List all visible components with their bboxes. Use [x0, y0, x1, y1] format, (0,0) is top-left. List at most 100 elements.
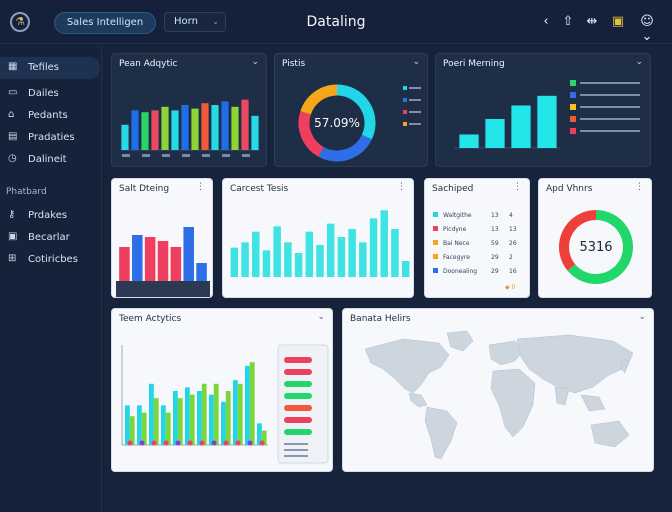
chart-1-bar-0[interactable] — [121, 124, 129, 150]
chart-8-bar-7-s0[interactable] — [209, 394, 214, 445]
more-icon[interactable]: ⋮ — [635, 182, 644, 192]
chart-7-slice-1[interactable] — [559, 210, 597, 271]
chart-4-bar-1[interactable] — [132, 235, 143, 281]
chart-1-bar-10[interactable] — [221, 101, 229, 150]
chart-2-slice-1[interactable] — [318, 134, 372, 162]
chart-1-bar-11[interactable] — [231, 106, 239, 150]
chart-1-bar-12[interactable] — [241, 99, 249, 150]
chart-4-bar-2[interactable] — [144, 237, 156, 281]
chart-3-bar-3[interactable] — [537, 95, 557, 148]
chart-8-bar-10-s1[interactable] — [249, 362, 255, 445]
chart-8-bar-2-s0[interactable] — [149, 383, 154, 445]
chevron-down-icon[interactable]: ⌄ — [638, 312, 646, 322]
sidebar-item-dailes[interactable]: ▭ Dailes — [0, 83, 100, 105]
chart-4-bar-6[interactable] — [196, 263, 207, 281]
chart-1-bar-6[interactable] — [181, 105, 189, 150]
split-icon[interactable]: ⇹ — [586, 14, 598, 29]
chart-1-bar-5[interactable] — [171, 110, 179, 150]
chart-8-bar-10-s0[interactable] — [245, 365, 250, 445]
sidebar-item-pedants[interactable]: ⌂ Pedants — [0, 105, 100, 127]
chart-7-slice-0[interactable] — [567, 210, 633, 284]
chart-1-bar-8[interactable] — [201, 103, 209, 150]
more-icon[interactable]: ⋮ — [513, 182, 522, 192]
chart-4-bar-5[interactable] — [183, 227, 194, 281]
chart-8-bar-1-s0[interactable] — [137, 405, 142, 445]
workspace-pill[interactable]: Sales Intelligen — [54, 12, 156, 34]
world-map[interactable] — [343, 309, 655, 473]
chart-8-bar-9-s1[interactable] — [237, 383, 243, 445]
chart-4-bar-3[interactable] — [157, 241, 169, 281]
chart-5-bar-8[interactable] — [316, 245, 324, 277]
chart-5-bar-1[interactable] — [241, 242, 249, 277]
chevron-down-icon[interactable]: ⌄ — [317, 312, 325, 322]
chevron-down-icon[interactable]: ⌄ — [635, 57, 643, 67]
chart-8-bar-0-s0[interactable] — [125, 405, 130, 445]
chart-5-bar-0[interactable] — [230, 247, 239, 277]
app-logo-icon[interactable]: ⚗ — [10, 12, 30, 32]
chart-5-bar-15[interactable] — [391, 229, 399, 277]
chart-8-bar-9-s0[interactable] — [233, 380, 238, 445]
chart-8-bar-8-s0[interactable] — [221, 401, 226, 445]
chart-2-slice-3[interactable] — [300, 84, 338, 115]
chevron-down-icon[interactable]: ⌄ — [251, 57, 259, 67]
user-icon[interactable]: ☺⌄ — [640, 14, 654, 44]
chart-4-bar-0[interactable] — [119, 247, 130, 281]
chart-3-bar-0[interactable] — [459, 134, 479, 148]
chart-5-bar-14[interactable] — [380, 210, 388, 277]
home-select[interactable]: Horn ⌄ — [164, 12, 226, 32]
sidebar-item-prdakes[interactable]: ⚷ Prdakes — [0, 205, 100, 227]
chart-8-bar-11-s1[interactable] — [261, 430, 267, 445]
chart-8-bar-4-s0[interactable] — [173, 391, 178, 445]
chart-8-bar-4-s1[interactable] — [177, 398, 183, 445]
chart-4-bar-4[interactable] — [170, 247, 182, 281]
chevron-left-icon[interactable]: ‹ — [543, 14, 549, 29]
chart-1-bar-7[interactable] — [191, 108, 199, 150]
chart-3-bar-2[interactable] — [511, 105, 531, 148]
chart-8-bar-5-s1[interactable] — [189, 394, 195, 445]
chart-8-bar-1-s1[interactable] — [141, 412, 147, 445]
chart-2-slice-0[interactable] — [336, 84, 376, 140]
chart-5-bar-10[interactable] — [337, 237, 346, 277]
chart-1-bar-1[interactable] — [131, 110, 139, 150]
more-icon[interactable]: ⋮ — [196, 182, 205, 192]
note-icon[interactable]: ▣ — [611, 14, 625, 29]
chart-8-bar-7-s1[interactable] — [213, 383, 219, 445]
chart-8-bar-0-s1[interactable] — [129, 416, 135, 445]
sidebar-item-tefiles[interactable]: ▦ Tefiles — [0, 57, 100, 79]
chart-5-bar-16[interactable] — [401, 261, 410, 277]
chart-5-bar-12[interactable] — [359, 242, 367, 277]
chart-8-bar-6-s0[interactable] — [197, 391, 202, 445]
chart-8-bar-11-s0[interactable] — [257, 423, 262, 445]
sidebar-item-dalineit[interactable]: ◷ Dalineit — [0, 149, 100, 171]
sidebar-item-becarlar[interactable]: ▣ Becarlar — [0, 227, 100, 249]
chart-8-bar-6-s1[interactable] — [201, 383, 207, 445]
chart-8-bar-2-s1[interactable] — [153, 398, 159, 445]
upload-icon[interactable]: ⇧ — [562, 14, 574, 29]
chart-5-bar-6[interactable] — [294, 253, 303, 277]
chart-1-bar-3[interactable] — [151, 110, 159, 150]
chevron-down-icon[interactable]: ⌄ — [412, 57, 420, 67]
chart-5-bar-9[interactable] — [326, 223, 335, 277]
sidebar-item-pradaties[interactable]: ▤ Pradaties — [0, 127, 100, 149]
chart-8-bar-3-s0[interactable] — [161, 405, 166, 445]
chart-5 — [230, 210, 410, 277]
chart-5-bar-11[interactable] — [348, 229, 356, 277]
chart-2-slice-2[interactable] — [298, 111, 325, 157]
chart-5-bar-4[interactable] — [273, 226, 281, 277]
chart-3-bar-1[interactable] — [485, 119, 505, 148]
chart-5-bar-2[interactable] — [252, 231, 260, 277]
chart-1-bar-4[interactable] — [161, 106, 169, 150]
chart-5-bar-3[interactable] — [262, 250, 271, 277]
chart-1-bar-9[interactable] — [211, 105, 219, 150]
chart-1-bar-2[interactable] — [141, 112, 149, 150]
chart-8-legend-pill-5 — [284, 417, 312, 423]
chart-5-bar-13[interactable] — [369, 218, 378, 277]
chart-8-bar-8-s1[interactable] — [225, 391, 231, 445]
chart-8-bar-5-s0[interactable] — [185, 387, 190, 445]
chart-1-bar-13[interactable] — [251, 115, 259, 150]
sidebar-item-cotiricbes[interactable]: ⊞ Cotiricbes — [0, 249, 100, 271]
chart-5-bar-5[interactable] — [284, 242, 292, 277]
more-icon[interactable]: ⋮ — [397, 182, 406, 192]
chart-8-bar-3-s1[interactable] — [165, 412, 171, 445]
chart-5-bar-7[interactable] — [305, 231, 314, 277]
